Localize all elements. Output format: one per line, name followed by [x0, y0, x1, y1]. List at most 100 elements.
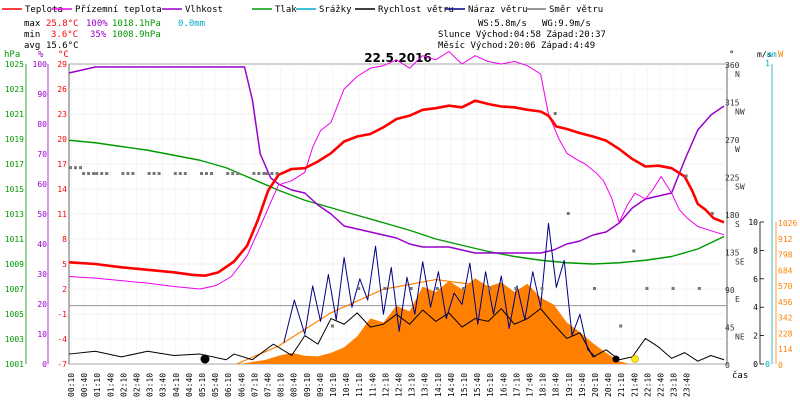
pressure-line	[68, 139, 725, 265]
wind-direction-point	[671, 287, 675, 290]
time-tick-label: 12:40	[395, 373, 404, 397]
w-tick-label: 228	[778, 329, 793, 338]
w-tick-label: 1026	[778, 219, 797, 228]
time-tick-label: 22:10	[643, 373, 652, 397]
hpa-tick-label: 1025	[5, 60, 24, 69]
c-tick-label: 17	[57, 160, 67, 169]
wind-direction-point	[514, 287, 518, 290]
c-tick-label: 8	[62, 235, 67, 244]
wind-direction-point	[105, 172, 109, 175]
wind-direction-point	[257, 172, 261, 175]
w-tick-label: 114	[778, 345, 793, 354]
dir-tick-label: 225	[725, 174, 740, 183]
hpa-tick-label: 1007	[5, 285, 24, 294]
wind-direction-point	[157, 172, 161, 175]
time-tick-label: 19:40	[578, 373, 587, 397]
time-tick-label: 05:10	[198, 373, 207, 397]
time-tick-label: 19:10	[565, 373, 574, 397]
hpa-tick-label: 1005	[5, 310, 24, 319]
time-tick-label: 06:10	[224, 373, 233, 397]
c-tick-label: 2	[62, 285, 67, 294]
hpa-tick-label: 1019	[5, 135, 24, 144]
dir-tick-label: 45	[725, 324, 735, 333]
dir-name-label: N	[735, 70, 740, 79]
wind-direction-point	[697, 287, 701, 290]
c-tick-label: 26	[57, 85, 67, 94]
stats-avg-temp: 15.6°C	[46, 41, 79, 51]
moon-marker	[631, 355, 639, 363]
time-tick-label: 15:10	[460, 373, 469, 397]
ms-tick-label: 8	[753, 246, 758, 255]
legend-label-dir: Směr větru	[549, 5, 603, 15]
wind-direction-point	[553, 112, 557, 115]
time-tick-label: 10:40	[342, 373, 351, 397]
time-tick-label: 17:10	[512, 373, 521, 397]
pct-tick-label: 80	[37, 120, 47, 129]
legend-label-hum: Vlhkost	[185, 5, 223, 15]
dir-tick-label: 135	[725, 249, 740, 258]
stats-moon: Měsíc Východ:20:06 Západ:4:49	[438, 41, 595, 51]
ms-tick-label: 10	[748, 218, 758, 227]
dir-name-label: NW	[735, 108, 745, 117]
dir-tick-label: 315	[725, 99, 740, 108]
time-tick-label: 03:40	[159, 373, 168, 397]
wind-direction-point	[92, 172, 96, 175]
ms-tick-label: 0	[753, 360, 758, 369]
c-tick-label: -7	[57, 360, 67, 369]
time-tick-label: 09:10	[303, 373, 312, 397]
w-tick-label: 570	[778, 282, 793, 291]
c-tick-label: 29	[57, 60, 67, 69]
stats-max-label: max	[24, 19, 41, 29]
c-tick-label: -4	[57, 335, 67, 344]
dir-tick-label: 0	[725, 361, 730, 370]
time-tick-label: 12:10	[381, 373, 390, 397]
wind-direction-point	[540, 287, 544, 290]
wind-direction-point	[409, 287, 413, 290]
dir-tick-label: 90	[725, 286, 735, 295]
dir-name-label: W	[735, 145, 740, 154]
sunrise-marker	[200, 354, 210, 364]
wind-direction-point	[383, 287, 387, 290]
stats-min-temp: 3.6°C	[51, 30, 78, 40]
pct-tick-label: 10	[37, 330, 47, 339]
c-tick-label: 23	[57, 110, 67, 119]
time-tick-label: 07:40	[264, 373, 273, 397]
stats-ws: WS:5.8m/s	[478, 19, 527, 29]
time-tick-label: 06:40	[237, 373, 246, 397]
pct-tick-label: 30	[37, 270, 47, 279]
wind-direction-point	[488, 287, 492, 290]
c-tick-label: 20	[57, 135, 67, 144]
w-tick-label: 798	[778, 251, 793, 260]
time-tick-label: 01:10	[93, 373, 102, 397]
wind-direction-point	[275, 172, 279, 175]
deg-unit-label: °	[729, 50, 734, 60]
time-tick-label: 02:40	[133, 373, 142, 397]
stats-wg: WG:9.9m/s	[542, 19, 591, 29]
wind-direction-point	[710, 212, 714, 215]
time-tick-label: 15:40	[473, 373, 482, 397]
time-tick-label: 18:10	[539, 373, 548, 397]
dir-tick-label: 360	[725, 61, 740, 70]
w-unit-label: W	[778, 50, 784, 60]
hpa-tick-label: 1013	[5, 210, 24, 219]
mm-tick-label: 1	[765, 59, 770, 68]
c-tick-label: 14	[57, 185, 67, 194]
time-tick-label: 04:40	[185, 373, 194, 397]
mm-unit-label: mm	[767, 50, 777, 59]
wind-direction-point	[79, 166, 82, 170]
w-tick-label: 342	[778, 314, 793, 323]
wind-direction-point	[95, 172, 99, 175]
wind-direction-point	[205, 172, 208, 175]
time-tick-label: 09:40	[316, 373, 325, 397]
hpa-tick-label: 1003	[5, 335, 24, 344]
stats-min-press: 1008.9hPa	[112, 30, 161, 40]
legend-label-press: Tlak	[275, 5, 297, 15]
pct-tick-label: 90	[37, 90, 47, 99]
dir-tick-label: 180	[725, 211, 740, 220]
stats-max-temp: 25.8°C	[46, 19, 79, 29]
hpa-tick-label: 1017	[5, 160, 24, 169]
wind-direction-point	[152, 172, 156, 175]
time-tick-label: 20:10	[591, 373, 600, 397]
wind-direction-point	[200, 172, 203, 175]
